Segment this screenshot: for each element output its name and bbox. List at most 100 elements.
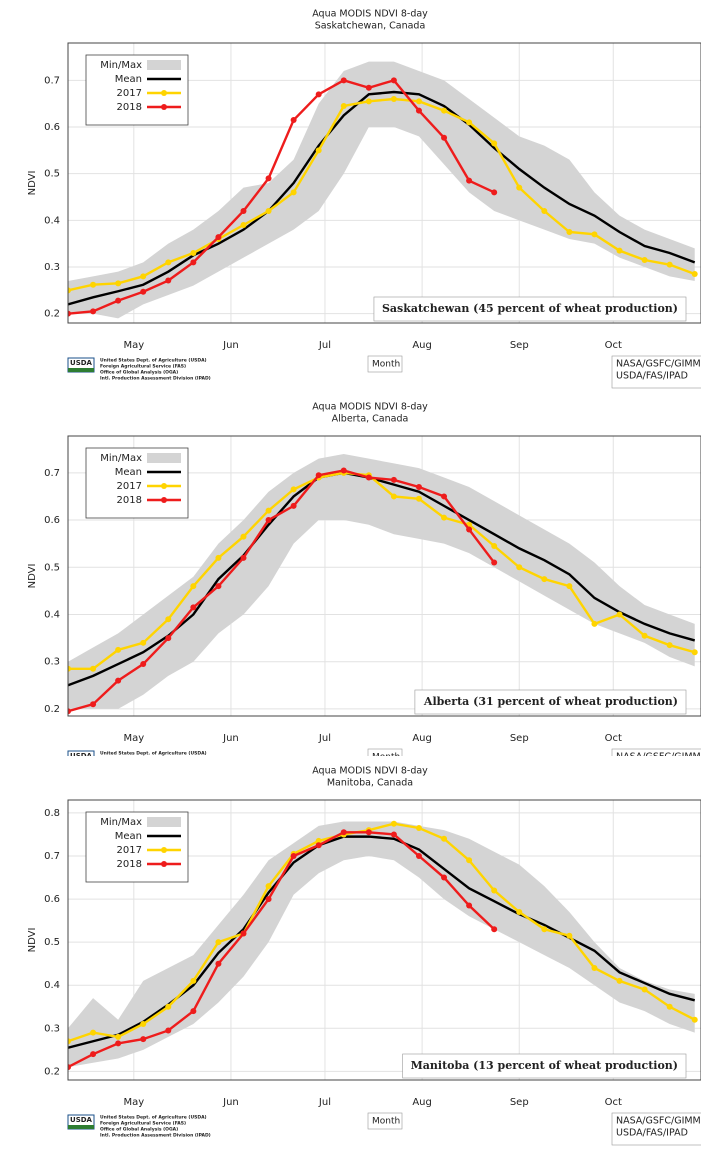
legend-marker (161, 497, 167, 503)
annotation: Saskatchewan (45 percent of wheat produc… (382, 302, 678, 315)
point (115, 646, 122, 653)
point (215, 960, 222, 967)
point (90, 701, 97, 708)
point (68, 1038, 71, 1045)
point (365, 474, 372, 481)
logo: USDA (70, 359, 93, 367)
point (466, 857, 473, 864)
plot-frame (67, 435, 701, 717)
point (516, 909, 523, 915)
point (140, 661, 147, 668)
org-line: Foreign Agricultural Service (FAS) (100, 1121, 186, 1127)
plot (68, 800, 701, 1080)
chart-subtitle: Saskatchewan, Canada (315, 21, 426, 32)
credits-box (611, 748, 701, 756)
point (541, 208, 548, 214)
x-axis-label: Month (372, 753, 400, 757)
x-tick-label: Aug (412, 1097, 432, 1108)
x-tick-label: Aug (412, 733, 432, 744)
x-axis-label: Month (372, 360, 400, 370)
x-tick-label: Jul (318, 340, 331, 351)
point (516, 184, 523, 191)
point (190, 250, 197, 256)
point (441, 493, 448, 500)
point (415, 825, 422, 831)
annotation: Alberta (31 percent of wheat production) (423, 695, 678, 708)
x-label-box (367, 355, 403, 373)
point (390, 493, 397, 500)
logo-box (67, 750, 95, 756)
x-tick-label: Jun (222, 340, 239, 351)
credit-line: NASA/GSFC/GIMMS (616, 359, 701, 370)
point (190, 604, 197, 611)
plot (68, 436, 701, 716)
x-axis-label: Month (372, 1117, 400, 1127)
x-tick-label: Jul (318, 1097, 331, 1108)
y-tick-label: 0.4 (44, 980, 60, 991)
point (340, 829, 347, 836)
x-tick-label: Jun (222, 1097, 239, 1108)
legend-label: Min/Max (100, 60, 142, 71)
y-tick-label: 0.6 (44, 515, 60, 526)
legend-marker (161, 483, 167, 489)
point (165, 616, 172, 623)
y-tick-label: 0.3 (44, 657, 60, 668)
point (340, 103, 347, 109)
point (390, 96, 397, 102)
y-tick-label: 0.6 (44, 894, 60, 905)
point (315, 842, 322, 849)
logo: USDA (70, 1116, 93, 1124)
x-tick-label: May (123, 733, 144, 744)
point (566, 932, 573, 939)
point (691, 1016, 698, 1023)
point (290, 486, 297, 493)
legend-label: 2017 (117, 88, 142, 99)
point (140, 1021, 147, 1027)
point (691, 271, 698, 277)
y-tick-label: 0.7 (44, 468, 60, 479)
point (68, 287, 71, 294)
series-line (68, 822, 696, 1043)
point (415, 107, 422, 114)
x-tick-label: Jun (222, 733, 239, 744)
y-tick-label: 0.5 (44, 937, 60, 948)
series-line (68, 97, 696, 292)
org-line: United States Dept. of Agriculture (USDA… (100, 1115, 207, 1121)
legend-label: Mean (115, 831, 142, 842)
credit-line: NASA/GSFC/GIMMS (616, 752, 701, 757)
point (240, 554, 247, 561)
point (265, 507, 272, 514)
point (541, 576, 548, 583)
y-axis-label: NDVI (27, 171, 38, 196)
legend-label: Min/Max (100, 453, 142, 464)
point (140, 1036, 147, 1043)
y-tick-label: 0.4 (44, 215, 60, 226)
y-tick-label: 0.7 (44, 851, 60, 862)
credit-line: NASA/GSFC/GIMMS (616, 1116, 701, 1127)
point (365, 829, 372, 836)
point (115, 280, 122, 287)
point (140, 273, 147, 280)
credit-line: USDA/FAS/IPAD (616, 1128, 688, 1139)
point (466, 526, 473, 533)
y-tick-label: 0.3 (44, 1023, 60, 1034)
chart-title: Aqua MODIS NDVI 8-day (312, 9, 428, 20)
point (466, 177, 473, 184)
point (441, 107, 448, 114)
legend-label: 2017 (117, 845, 142, 856)
point (315, 91, 322, 98)
y-tick-label: 0.7 (44, 75, 60, 86)
point (240, 930, 247, 937)
plot-frame (67, 799, 701, 1081)
point (365, 84, 372, 91)
point (165, 1003, 172, 1010)
y-axis-label: NDVI (27, 564, 38, 589)
logo-band (68, 1125, 94, 1129)
point (390, 831, 397, 838)
chart-title: Aqua MODIS NDVI 8-day (312, 766, 428, 777)
point (491, 189, 498, 196)
x-label-box (367, 748, 403, 756)
